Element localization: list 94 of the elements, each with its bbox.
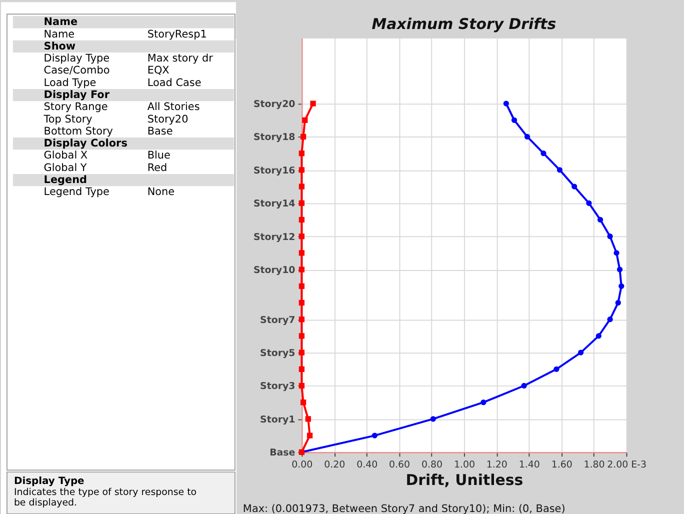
point	[572, 184, 578, 190]
point	[298, 382, 304, 389]
text: EQX	[147, 64, 170, 77]
text: Story20	[147, 113, 188, 126]
text: Display Type	[14, 476, 85, 488]
y-tick-label: Base	[270, 448, 296, 459]
point	[430, 416, 436, 422]
point	[298, 366, 304, 372]
category-label: Name	[44, 16, 78, 28]
x-axis-title: Drift, Unitless	[406, 471, 524, 490]
point	[298, 150, 304, 156]
x-tick-label: 0.60	[389, 460, 410, 471]
x-tick-label: 1.20	[486, 460, 508, 471]
text: Base	[147, 125, 173, 138]
category-label: Legend	[44, 174, 87, 186]
category-label: Show	[44, 40, 76, 52]
point	[298, 184, 304, 190]
category-label: Story Range	[44, 101, 108, 114]
x-tick-label: 0.20	[324, 460, 346, 471]
point	[554, 366, 560, 372]
point	[298, 350, 304, 356]
point	[305, 416, 311, 422]
text: Load Case	[147, 76, 202, 89]
y-tick-label: Story14	[253, 198, 296, 210]
text: All Stories	[147, 101, 200, 114]
x-tick-label: 0.00	[292, 460, 313, 471]
y-tick-label: Story3	[260, 381, 296, 392]
point	[298, 216, 304, 223]
x-tick-label: 1.60	[551, 460, 572, 471]
y-tick-label: Story10	[253, 265, 296, 276]
point	[596, 333, 602, 339]
point	[300, 400, 306, 406]
point	[298, 316, 304, 322]
category-label: Case/Combo	[44, 64, 110, 77]
y-tick-label: Story20	[253, 99, 296, 110]
point	[556, 167, 563, 173]
point	[586, 200, 592, 206]
category-label: Global Y	[44, 162, 87, 174]
category-label: Display Type	[44, 52, 110, 65]
point	[616, 266, 623, 272]
point	[614, 250, 620, 256]
y-tick-label: Story12	[253, 232, 296, 243]
category-label: Legend Type	[44, 186, 110, 198]
x-tick-label: 0.40	[356, 460, 378, 471]
y-tick-label: Story5	[260, 348, 296, 360]
point	[503, 100, 509, 106]
y-tick-label: Story1	[260, 414, 296, 426]
point	[298, 200, 304, 206]
point	[578, 350, 584, 356]
point	[524, 134, 530, 140]
text: None	[147, 186, 175, 198]
point	[298, 333, 304, 339]
x-tick-label: 2.00 E-3	[607, 460, 646, 471]
y-tick-label: Story7	[260, 314, 296, 326]
point	[372, 432, 378, 438]
category-label: Display For	[44, 89, 110, 101]
text: Max: (0.001973, Between Story7 and Story10); Min: (0, Base)	[242, 502, 566, 514]
point	[300, 134, 306, 140]
point	[298, 167, 304, 173]
point	[298, 266, 304, 272]
point	[306, 432, 313, 438]
category-label: Bottom Story	[44, 125, 113, 138]
point	[607, 234, 613, 240]
x-tick-label: 1.00	[454, 460, 475, 471]
point	[298, 283, 304, 289]
category-label: Name	[44, 28, 75, 40]
point	[298, 300, 304, 306]
chart-title: Maximum Story Drifts	[372, 15, 556, 34]
point	[597, 216, 604, 223]
point	[302, 117, 308, 123]
point	[618, 283, 624, 289]
x-tick-label: 1.40	[518, 460, 540, 471]
point	[521, 382, 527, 389]
text: Max story dr	[147, 52, 213, 65]
point	[298, 234, 304, 240]
category-label: Display Colors	[44, 138, 128, 150]
point	[298, 250, 304, 256]
y-tick-label: Story18	[253, 132, 296, 144]
point	[540, 150, 546, 156]
text: StoryResp1	[147, 28, 207, 40]
category-label: Global X	[44, 150, 88, 162]
category-label: Load Type	[44, 76, 96, 89]
category-label: Top Story	[44, 113, 92, 126]
x-tick-label: 0.80	[421, 460, 443, 471]
x-tick-label: 1.80	[584, 460, 605, 471]
point	[310, 100, 316, 106]
text: Red	[147, 162, 168, 174]
point	[615, 300, 621, 306]
text: Blue	[147, 150, 170, 162]
point	[607, 316, 613, 322]
point	[511, 117, 518, 123]
point	[480, 400, 486, 406]
text: Indicates the type of story response to be displayed.	[14, 486, 197, 508]
y-tick-label: Story16	[253, 165, 296, 176]
